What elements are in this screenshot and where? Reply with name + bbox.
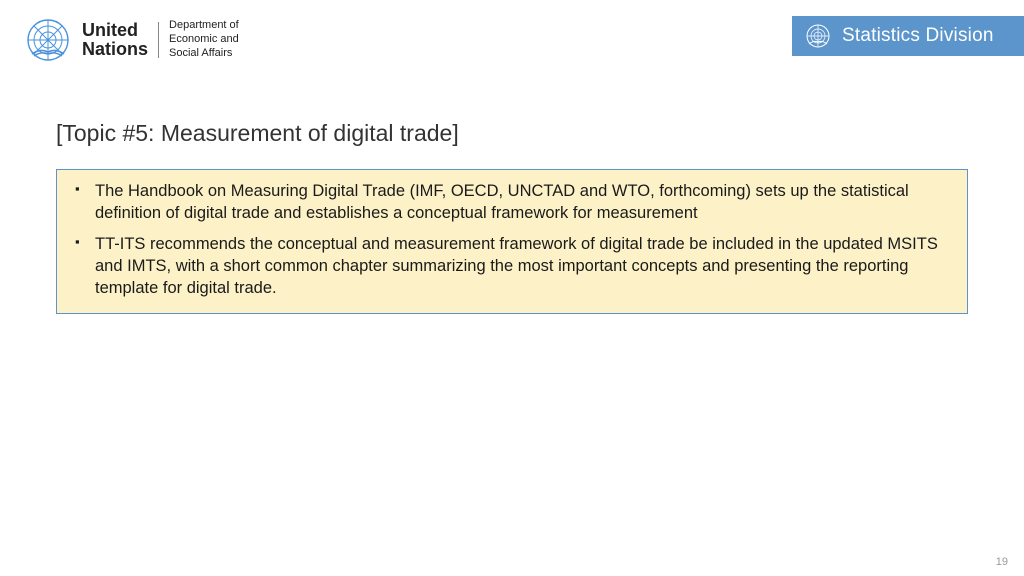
dept-line1: Department of (169, 19, 239, 33)
org-name-line2: Nations (82, 40, 148, 59)
dept-line3: Social Affairs (169, 47, 239, 61)
topic-title: [Topic #5: Measurement of digital trade] (56, 120, 968, 147)
org-name: United Nations (82, 21, 148, 59)
un-emblem-small-icon (804, 22, 832, 50)
slide-header: United Nations Department of Economic an… (0, 0, 1024, 64)
un-emblem-icon (24, 16, 72, 64)
dept-line2: Economic and (169, 33, 239, 47)
slide-content: [Topic #5: Measurement of digital trade]… (0, 64, 1024, 314)
vertical-divider (158, 22, 159, 58)
org-name-line1: United (82, 21, 148, 40)
bullet-item: The Handbook on Measuring Digital Trade … (73, 180, 951, 225)
org-title-block: United Nations Department of Economic an… (82, 19, 239, 60)
statistics-division-badge: Statistics Division (792, 16, 1024, 56)
department-name: Department of Economic and Social Affair… (169, 19, 239, 60)
bullet-list: The Handbook on Measuring Digital Trade … (73, 180, 951, 299)
page-number: 19 (996, 556, 1008, 568)
header-left-block: United Nations Department of Economic an… (24, 16, 239, 64)
stats-division-label: Statistics Division (842, 25, 994, 47)
bullet-item: TT-ITS recommends the conceptual and mea… (73, 233, 951, 300)
highlight-box: The Handbook on Measuring Digital Trade … (56, 169, 968, 314)
